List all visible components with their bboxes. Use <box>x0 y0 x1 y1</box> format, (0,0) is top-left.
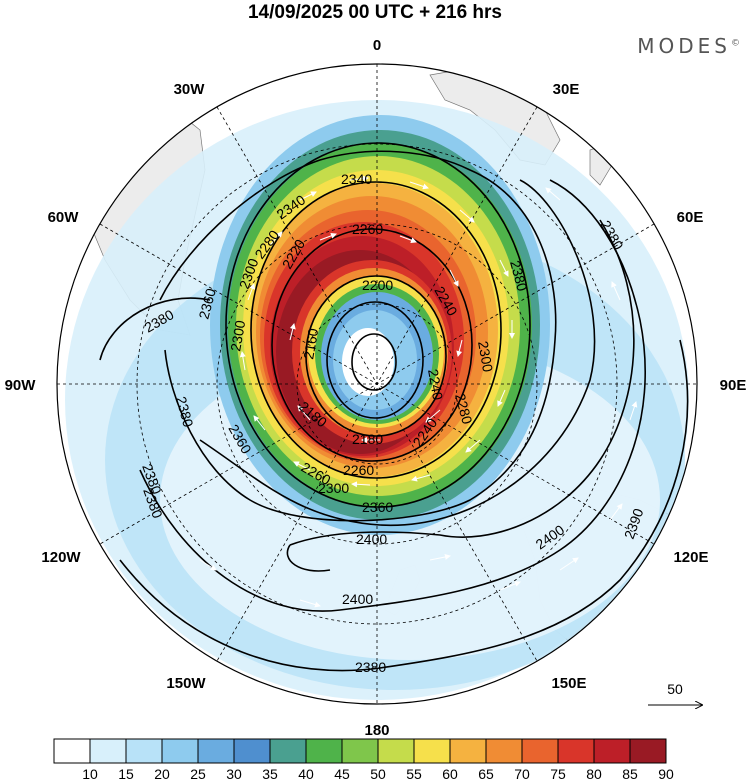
contour-label: 2400 <box>342 591 373 607</box>
colorbar-swatch <box>413 738 451 764</box>
lon-label-120e: 120E <box>673 549 708 566</box>
colorbar-swatch <box>233 738 271 764</box>
colorbar-tick-label: 35 <box>262 766 278 782</box>
lon-label-150w: 150W <box>166 675 206 692</box>
reference-vector-label: 50 <box>667 681 683 697</box>
colorbar-swatch <box>449 738 487 764</box>
contour-label: 2400 <box>356 531 387 547</box>
contour-label: 2240 <box>425 368 446 402</box>
colorbar-swatch <box>53 738 91 764</box>
lon-label-30w: 30W <box>174 81 206 98</box>
reference-vector: 50 <box>648 681 702 705</box>
colorbar-tick-label: 20 <box>154 766 170 782</box>
lon-label-30e: 30E <box>553 81 580 98</box>
contour-label: 2280 <box>452 392 476 426</box>
contour-label: 2380 <box>507 259 531 293</box>
contour-label: 2200 <box>362 277 393 293</box>
colorbar: 10 15 20 25 30 35 40 45 50 55 60 65 70 75 80 85 90 <box>53 738 674 782</box>
colorbar-tick-label: 15 <box>118 766 134 782</box>
lon-label-90e: 90E <box>720 377 747 394</box>
contour-label: 2180 <box>352 431 383 447</box>
lon-label-120w: 120W <box>41 549 81 566</box>
colorbar-tick-label: 90 <box>658 766 674 782</box>
wind-vectors <box>199 175 638 608</box>
colorbar-tick-label: 65 <box>478 766 494 782</box>
colorbar-swatch <box>161 738 199 764</box>
lon-label-150e: 150E <box>551 675 586 692</box>
lon-label-90w: 90W <box>5 377 37 394</box>
graticule <box>57 64 697 704</box>
longitude-labels: 0 30E 60E 90E 120E 150E 180 150W 120W 90… <box>5 37 747 739</box>
contour-label: 2380 <box>173 395 197 429</box>
colorbar-swatch <box>125 738 163 764</box>
colorbar-tick-label: 60 <box>442 766 458 782</box>
colorbar-tick-label: 50 <box>370 766 386 782</box>
contour-label: 2260 <box>352 221 383 237</box>
colorbar-tick-label: 85 <box>622 766 638 782</box>
colorbar-swatch <box>629 738 667 764</box>
colorbar-tick-label: 30 <box>226 766 242 782</box>
colorbar-tick-label: 55 <box>406 766 422 782</box>
contour-label: 2380 <box>355 659 386 675</box>
brand-name: MODES <box>637 34 731 58</box>
colorbar-tick-label: 80 <box>586 766 602 782</box>
colorbar-swatch <box>197 738 235 764</box>
map-boundary <box>56 63 698 705</box>
contour-label: 2300 <box>475 340 496 374</box>
lon-label-0: 0 <box>373 37 381 54</box>
contour-label: 2340 <box>341 171 372 187</box>
colorbar-swatch <box>485 738 523 764</box>
contour-label: 2260 <box>343 462 374 478</box>
brand-logo: MODES© <box>637 34 740 58</box>
brand-mark: © <box>731 38 740 49</box>
contour-label: 2300 <box>318 480 349 496</box>
height-contours <box>99 142 689 672</box>
colorbar-tick-label: 70 <box>514 766 530 782</box>
contour-label: 2160 <box>300 327 321 361</box>
colorbar-swatch <box>521 738 559 764</box>
map-title: 14/09/2025 00 UTC + 216 hrs <box>247 2 503 23</box>
contour-label: 2300 <box>227 319 248 353</box>
lon-label-180: 180 <box>364 722 389 739</box>
colorbar-swatch <box>341 738 379 764</box>
colorbar-tick-label: 10 <box>82 766 98 782</box>
colorbar-swatch <box>593 738 631 764</box>
lon-label-60e: 60E <box>677 209 704 226</box>
colorbar-tick-label: 40 <box>298 766 314 782</box>
colorbar-swatch <box>305 738 343 764</box>
contour-label: 2360 <box>362 499 393 515</box>
colorbar-tick-label: 75 <box>550 766 566 782</box>
map-disc <box>57 64 697 704</box>
shade-inner-10 <box>342 328 394 396</box>
colorbar-swatch <box>89 738 127 764</box>
colorbar-tick-label: 25 <box>190 766 206 782</box>
colorbar-swatch <box>557 738 595 764</box>
colorbar-swatch <box>377 738 415 764</box>
colorbar-swatch <box>269 738 307 764</box>
contour-label: 2360 <box>195 286 219 320</box>
lon-label-60w: 60W <box>48 209 80 226</box>
colorbar-tick-label: 45 <box>334 766 350 782</box>
